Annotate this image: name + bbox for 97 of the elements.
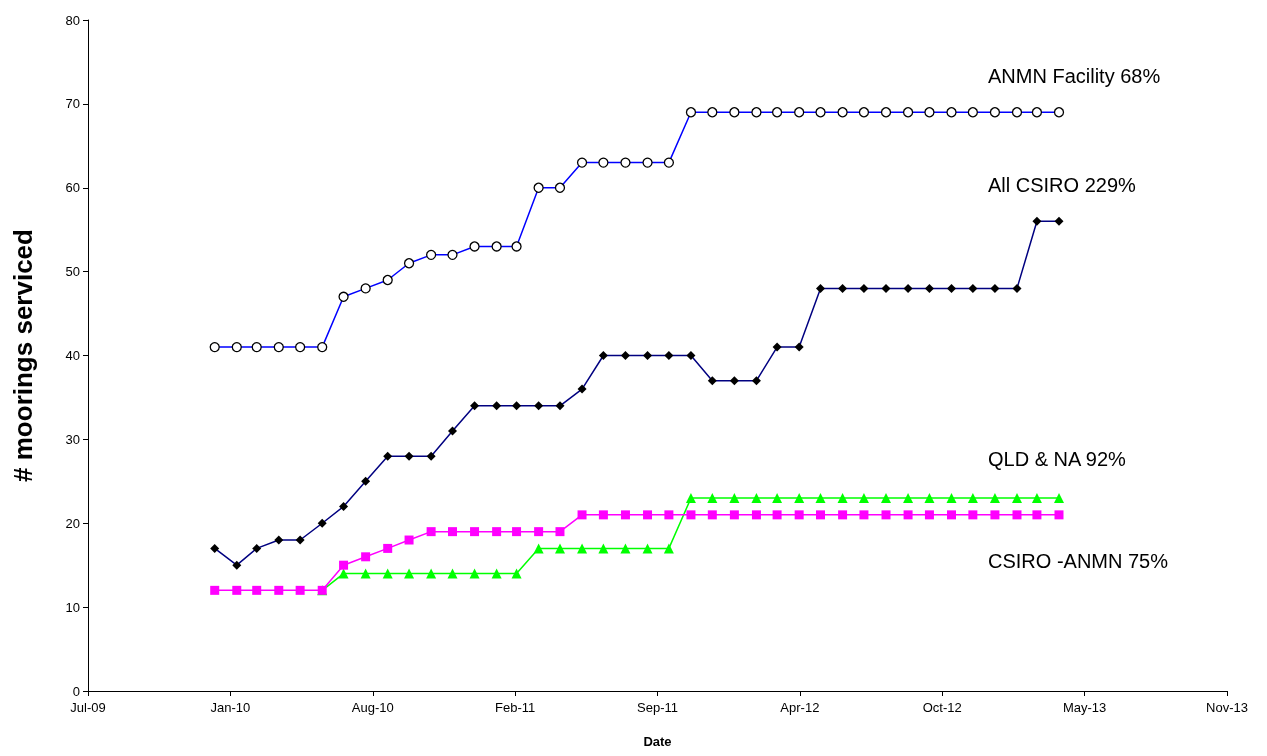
- point: [338, 568, 349, 579]
- point: [859, 510, 869, 520]
- point: [404, 535, 414, 545]
- point: [1032, 510, 1042, 520]
- point: [1012, 493, 1022, 504]
- point: [772, 510, 782, 520]
- point: [382, 568, 393, 579]
- y-tick-label: 30: [65, 431, 80, 447]
- point: [924, 510, 934, 520]
- point: [990, 510, 1000, 520]
- point: [838, 510, 848, 520]
- series-label: All CSIRO 229%: [988, 174, 1137, 197]
- x-tick-label: Sep-11: [637, 700, 678, 715]
- point: [598, 510, 608, 520]
- y-tick-label: 0: [72, 683, 80, 699]
- point: [816, 510, 826, 520]
- point: [967, 493, 978, 504]
- point: [729, 493, 740, 504]
- point: [512, 527, 522, 537]
- point: [404, 568, 415, 579]
- point: [837, 493, 848, 504]
- x-tick-label: Jan-10: [210, 700, 251, 715]
- point: [210, 585, 220, 595]
- point: [794, 493, 805, 504]
- x-tick-label: Nov-13: [1206, 700, 1248, 715]
- x-tick-label: Aug-10: [351, 700, 394, 715]
- point: [643, 510, 653, 520]
- point: [903, 510, 913, 520]
- point: [642, 543, 653, 554]
- point: [686, 510, 696, 520]
- point: [361, 552, 371, 562]
- point: [555, 527, 565, 537]
- point: [252, 585, 262, 595]
- point: [511, 568, 522, 579]
- x-tick-label: Apr-12: [780, 700, 820, 715]
- point: [232, 585, 242, 595]
- series-label: CSIRO -ANMN 75%: [988, 549, 1169, 572]
- y-tick-label: 60: [65, 180, 80, 196]
- point: [663, 543, 674, 554]
- y-tick-label: 40: [65, 348, 80, 363]
- point: [295, 585, 305, 595]
- point: [533, 543, 544, 554]
- point: [947, 510, 956, 520]
- y-tick-label: 70: [65, 96, 80, 112]
- point: [534, 527, 544, 537]
- point: [1054, 493, 1064, 504]
- point: [1031, 493, 1042, 504]
- y-tick-label: 80: [65, 12, 80, 28]
- point: [620, 510, 630, 520]
- point: [360, 568, 371, 579]
- point: [968, 510, 978, 520]
- point: [554, 543, 565, 554]
- point: [946, 493, 957, 504]
- point: [426, 527, 436, 537]
- point: [772, 493, 783, 504]
- y-tick-label: 10: [65, 599, 80, 615]
- point: [1012, 510, 1022, 520]
- point: [685, 493, 696, 504]
- point: [729, 510, 739, 520]
- point: [383, 543, 393, 553]
- point: [924, 493, 935, 504]
- x-tick-label: Feb-11: [495, 700, 536, 715]
- point: [492, 527, 502, 537]
- x-axis-title: Date: [643, 734, 672, 749]
- point: [1054, 510, 1064, 520]
- point: [794, 510, 804, 520]
- point: [707, 510, 717, 520]
- point: [469, 568, 480, 579]
- point: [447, 527, 457, 537]
- x-tick-label: Oct-12: [922, 700, 962, 715]
- x-tick-label: May-13: [1062, 700, 1107, 715]
- point: [858, 493, 869, 504]
- point: [577, 510, 587, 520]
- point: [426, 568, 437, 579]
- point: [903, 493, 914, 504]
- point: [491, 568, 502, 579]
- y-axis-title: # moorings serviced: [8, 229, 38, 482]
- point: [598, 543, 609, 554]
- y-tick-label: 50: [65, 264, 80, 280]
- point: [620, 543, 631, 554]
- x-tick-label: Jul-09: [70, 700, 106, 715]
- series-label: ANMN Facility 68%: [988, 65, 1161, 88]
- point: [989, 493, 1000, 504]
- point: [815, 493, 826, 504]
- point: [577, 543, 588, 554]
- y-tick-label: 20: [65, 515, 80, 531]
- point: [274, 585, 284, 595]
- point: [881, 510, 891, 520]
- point: [664, 510, 674, 520]
- point: [470, 527, 480, 537]
- point: [447, 568, 458, 579]
- point: [707, 493, 718, 504]
- point: [339, 560, 349, 570]
- series-label: QLD & NA 92%: [988, 448, 1127, 471]
- point: [751, 510, 761, 520]
- point: [751, 493, 762, 504]
- point: [881, 493, 892, 504]
